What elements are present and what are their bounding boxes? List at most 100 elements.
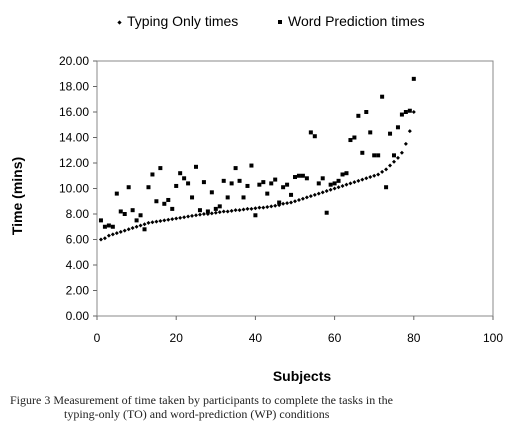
word-prediction-point [344,171,349,176]
typing-only-point [241,207,246,212]
typing-only-point [300,196,305,201]
typing-only-point [197,212,202,217]
word-prediction-point [304,176,309,181]
word-prediction-point [399,112,404,117]
typing-only-point [403,141,408,146]
y-tick-label: 8.00 [66,207,90,221]
typing-only-point [150,220,155,225]
word-prediction-point [376,153,381,158]
typing-only-point [118,229,123,234]
typing-only-point [261,205,266,210]
typing-only-point [388,163,393,168]
typing-only-point [209,211,214,216]
caption-line-2: typing-only (TO) and word-prediction (WP… [64,407,330,421]
x-tick-label: 20 [170,331,184,345]
word-prediction-point [245,183,250,188]
y-tick-label: 16.00 [59,105,89,119]
typing-only-point [98,237,103,242]
typing-only-point [245,206,250,211]
word-prediction-point [170,206,175,211]
typing-only-point [265,204,270,209]
typing-only-point [376,172,381,177]
word-prediction-point [174,183,179,188]
word-prediction-point [241,195,246,200]
legend-square-marker-icon [278,20,282,25]
typing-only-point [126,227,131,232]
typing-only-point [174,216,179,221]
typing-only-point [114,231,119,236]
x-tick-label: 60 [328,331,342,345]
typing-only-point [158,219,163,224]
word-prediction-point [312,134,317,139]
plot-svg: 0.00 2.00 4.00 6.00 8.00 10.00 12.00 14.00 16.00… [9,54,503,384]
typing-only-point [364,176,369,181]
word-prediction-point [197,208,202,213]
word-prediction-point [293,175,297,180]
word-prediction-point [316,181,321,186]
typing-only-point [293,199,297,204]
y-tick-label: 6.00 [66,233,90,247]
typing-only-point [217,210,222,215]
word-prediction-point [368,130,373,135]
typing-only-point [190,213,195,218]
typing-only-point [328,187,333,192]
typing-only-point [308,194,313,199]
word-prediction-point [281,185,286,190]
legend: Typing Only times Word Prediction times [60,10,460,34]
typing-only-point [253,206,258,211]
typing-only-point [233,208,238,213]
typing-only-point [336,185,341,190]
typing-only-point [146,220,151,225]
typing-only-point [372,173,377,178]
word-prediction-point [273,177,278,182]
typing-only-point [348,181,353,186]
typing-only-point [316,191,321,196]
y-tick-label: 14.00 [59,131,89,145]
typing-only-point [360,177,365,182]
word-prediction-point [340,172,345,177]
y-axis: 0.00 2.00 4.00 6.00 8.00 10.00 12.00 14.00 16.00… [59,54,97,323]
typing-only-point [332,186,337,191]
typing-only-point [380,169,385,174]
figure-caption: Figure 3 Measurement of time taken by pa… [10,393,515,421]
word-prediction-point [384,185,389,190]
typing-only-point [221,209,226,214]
typing-only-point [281,201,286,206]
typing-only-point [249,206,254,211]
word-prediction-point [289,192,294,197]
word-prediction-point [194,164,198,169]
word-prediction-point [269,181,274,186]
word-prediction-point [265,191,270,196]
word-prediction-point [221,178,226,183]
caption-line-1: Figure 3 Measurement of time taken by pa… [10,393,393,407]
word-prediction-point [146,185,151,190]
x-tick-label: 100 [483,331,503,345]
word-prediction-point [213,206,218,211]
word-prediction-point [320,176,325,181]
y-tick-label: 0.00 [66,309,90,323]
typing-only-point [130,226,135,231]
y-tick-label: 2.00 [66,284,90,298]
typing-only-point [162,218,167,223]
word-prediction-point [277,200,282,205]
word-prediction-point [257,182,262,187]
word-prediction-point [308,130,313,135]
y-tick-label: 18.00 [59,80,89,94]
word-prediction-point [364,110,369,114]
typing-only-point [269,204,274,209]
x-tick-label: 0 [94,331,101,345]
word-prediction-point [102,224,107,229]
word-prediction-point [285,182,290,187]
word-prediction-point [122,212,127,216]
typing-only-point [392,159,396,164]
word-prediction-point [352,135,357,140]
word-prediction-point [154,199,159,204]
word-prediction-point [360,150,365,155]
typing-only-point [257,205,262,210]
typing-only-point [368,175,373,180]
word-prediction-point [388,131,393,136]
word-prediction-point [348,138,353,143]
word-prediction-point [98,218,103,223]
y-tick-label: 4.00 [66,258,90,272]
